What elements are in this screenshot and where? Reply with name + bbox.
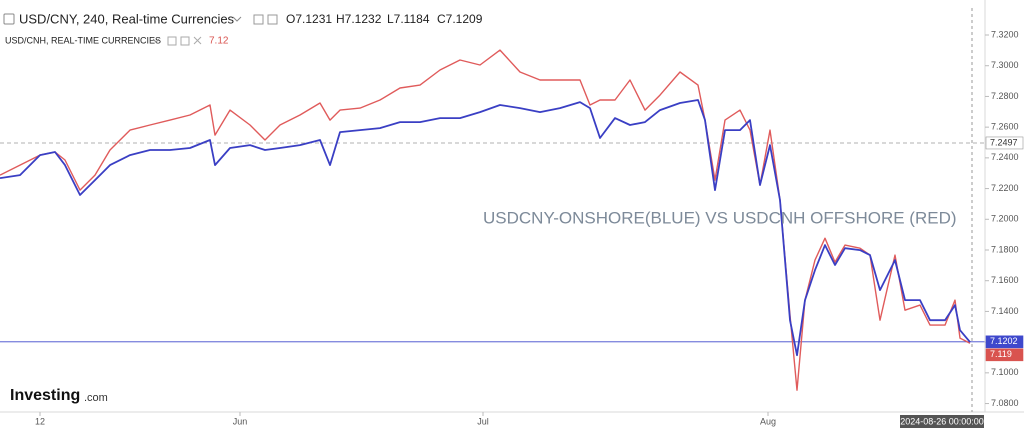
ohlc-open: O7.1231 bbox=[286, 12, 332, 26]
y-tick-label: 7.1600 bbox=[991, 275, 1019, 285]
price-label: 7.119 bbox=[990, 349, 1012, 359]
visibility-icon[interactable] bbox=[253, 14, 264, 25]
ohlc-high: H7.1232 bbox=[336, 12, 382, 26]
x-tick-label: Jul bbox=[477, 416, 489, 426]
logo-brand: Investing bbox=[10, 387, 80, 404]
x-tick-label: 12 bbox=[35, 416, 45, 426]
y-tick-label: 7.3200 bbox=[991, 29, 1019, 39]
price-label: 7.1202 bbox=[990, 336, 1018, 346]
remove-icon[interactable] bbox=[193, 36, 202, 45]
settings-icon[interactable] bbox=[267, 14, 278, 25]
settings-icon[interactable] bbox=[180, 36, 190, 46]
collapse-icon[interactable] bbox=[3, 13, 15, 25]
y-tick-label: 7.3000 bbox=[991, 60, 1019, 70]
y-tick-label: 7.2400 bbox=[991, 152, 1019, 162]
series-line bbox=[0, 49, 971, 391]
y-tick-label: 7.0800 bbox=[991, 398, 1019, 408]
series-line bbox=[0, 99, 971, 357]
dropdown-icon[interactable] bbox=[232, 16, 242, 22]
y-tick-label: 7.2200 bbox=[991, 183, 1019, 193]
dropdown-icon[interactable] bbox=[152, 38, 160, 43]
y-tick-label: 7.1400 bbox=[991, 306, 1019, 316]
legend-secondary: USD/CNH, REAL-TIME CURRENCIES bbox=[5, 35, 161, 45]
price-label-bg bbox=[985, 348, 1024, 362]
y-tick-label: 7.1800 bbox=[991, 244, 1019, 254]
x-tick-label: Aug bbox=[760, 416, 776, 426]
axis-layer: 7.08007.10007.12007.14007.16007.18007.20… bbox=[35, 29, 1024, 426]
legend-secondary-last: 7.12 bbox=[209, 36, 229, 47]
y-tick-label: 7.2800 bbox=[991, 91, 1019, 101]
crosshair-label: 2024-08-26 00:00:00 bbox=[900, 416, 984, 426]
y-tick-label: 7.2600 bbox=[991, 122, 1019, 132]
grid-layer bbox=[0, 142, 985, 343]
logo-suffix: .com bbox=[84, 392, 108, 404]
visibility-icon[interactable] bbox=[167, 36, 177, 46]
price-label: 7.2497 bbox=[990, 137, 1018, 147]
legend-primary: USD/CNY, 240, Real-time Currencies bbox=[19, 11, 235, 26]
ohlc-low: L7.1184 bbox=[387, 12, 430, 26]
ohlc-close: C7.1209 bbox=[437, 12, 483, 26]
price-label-bg bbox=[985, 136, 1024, 150]
x-tick-label: Jun bbox=[233, 416, 248, 426]
crosshair-label-bg bbox=[900, 415, 984, 428]
y-tick-label: 7.2000 bbox=[991, 214, 1019, 224]
price-label-bg bbox=[985, 335, 1024, 349]
annotation: USDCNY-ONSHORE(BLUE) VS USDCNH OFFSHORE … bbox=[483, 208, 957, 227]
y-tick-label: 7.1000 bbox=[991, 367, 1019, 377]
line-layer bbox=[0, 49, 971, 391]
